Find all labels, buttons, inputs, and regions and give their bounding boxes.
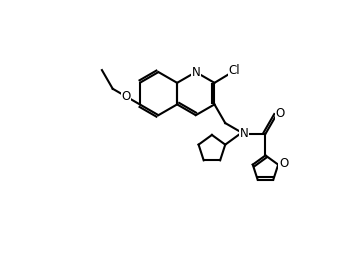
Text: N: N (240, 127, 248, 140)
Text: Cl: Cl (228, 64, 240, 77)
Text: O: O (276, 107, 285, 120)
Text: O: O (121, 90, 131, 103)
Text: O: O (279, 157, 288, 170)
Text: N: N (192, 66, 200, 78)
